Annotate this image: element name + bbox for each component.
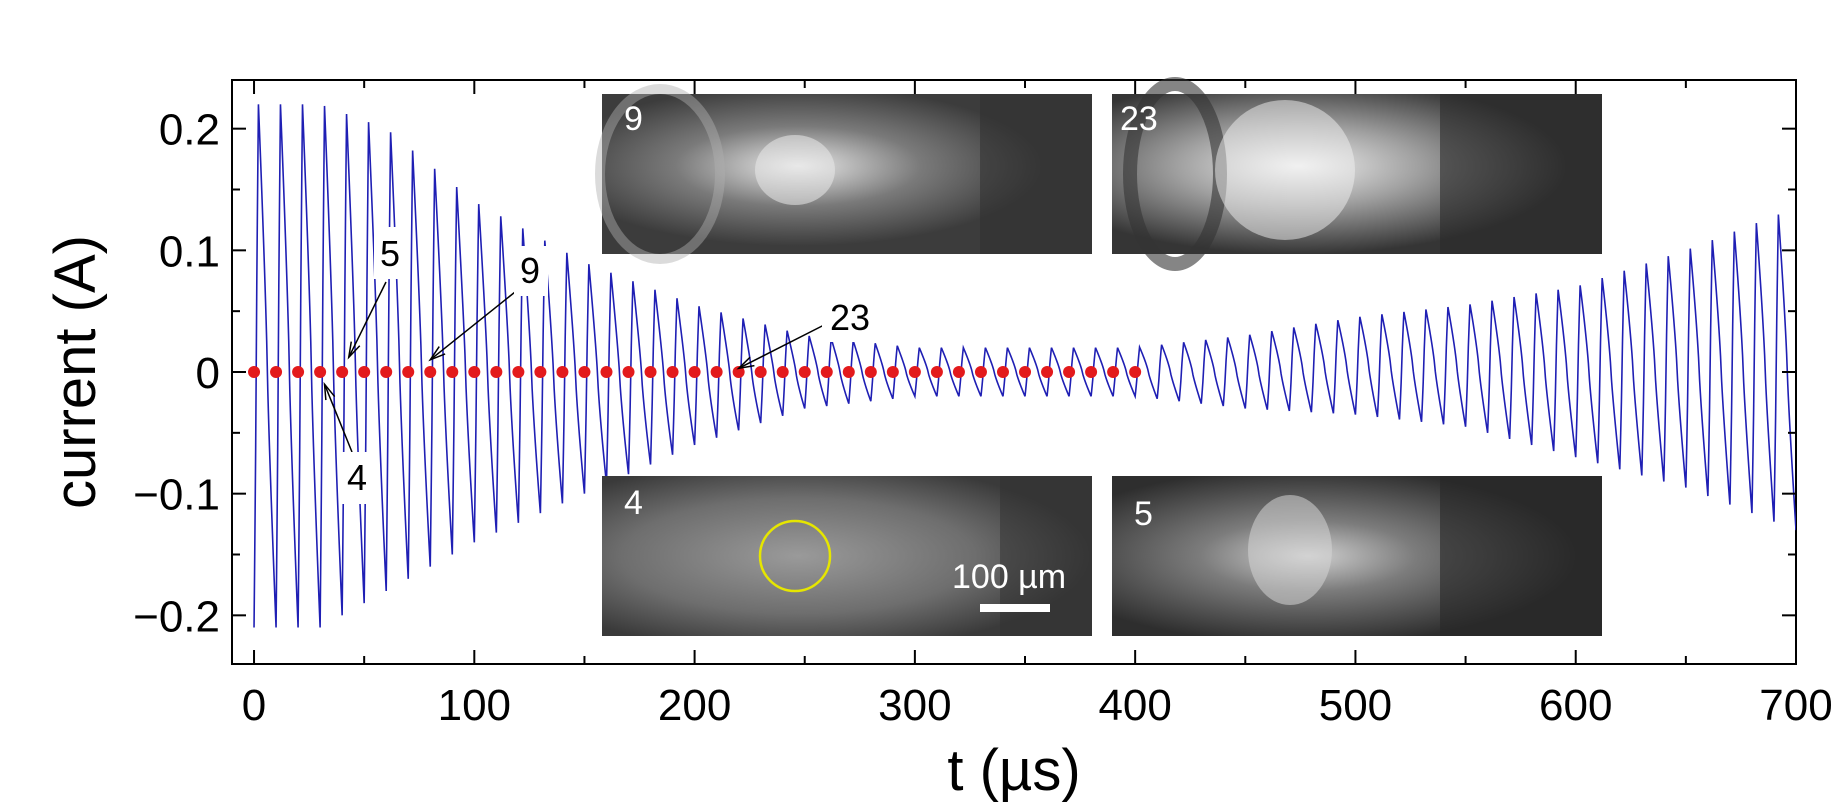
x-tick-label-400: 400 xyxy=(1098,681,1171,730)
highlight-circle xyxy=(758,519,832,593)
frame-marker-5 xyxy=(358,366,371,378)
frame-marker-4 xyxy=(336,366,349,378)
annotation-label-23: 23 xyxy=(830,297,870,338)
frame-marker-7 xyxy=(402,366,415,378)
inset-frame-5: 5 xyxy=(1112,476,1602,636)
annotation-arrowhead-9 xyxy=(428,346,446,362)
x-tick-label-200: 200 xyxy=(658,681,731,730)
annotation-arrows xyxy=(323,281,831,453)
annotation-4: 4 xyxy=(340,452,374,504)
y-tick-labels: −0.2 −0.1 0 0.1 0.2 xyxy=(133,106,220,642)
frame-marker-39 xyxy=(1107,366,1120,378)
frame-marker-32 xyxy=(952,366,965,378)
x-tick-label-600: 600 xyxy=(1539,681,1612,730)
frame-marker-2 xyxy=(292,366,305,378)
x-axis-label: t (µs) xyxy=(947,738,1080,803)
frame-marker-28 xyxy=(864,366,877,378)
frame-marker-29 xyxy=(886,366,899,378)
x-tick-label-0: 0 xyxy=(242,681,266,730)
annotation-label-9: 9 xyxy=(520,250,540,291)
x-tick-label-500: 500 xyxy=(1319,681,1392,730)
y-tick-label-0.1: 0.1 xyxy=(159,227,220,276)
frame-marker-34 xyxy=(996,366,1009,378)
frame-marker-14 xyxy=(556,366,569,378)
frame-marker-30 xyxy=(908,366,921,378)
frame-marker-40 xyxy=(1129,366,1142,378)
frame-marker-26 xyxy=(820,366,833,378)
y-tick-label-neg0.2: −0.2 xyxy=(133,592,220,641)
inset-label-5: 5 xyxy=(1134,495,1153,533)
frame-marker-31 xyxy=(930,366,943,378)
scale-bar xyxy=(980,604,1050,612)
scale-bar-label: 100 µm xyxy=(952,558,1066,596)
frame-marker-16 xyxy=(600,366,613,378)
annotation-arrowhead-23 xyxy=(736,356,755,370)
frame-marker-23 xyxy=(754,366,767,378)
y-tick-label-neg0.1: −0.1 xyxy=(133,471,220,520)
frame-marker-11 xyxy=(490,366,503,378)
y-tick-label-0.2: 0.2 xyxy=(159,106,220,155)
frame-marker-0 xyxy=(248,366,261,378)
series-current-line xyxy=(253,104,1796,628)
y-tick-label-0: 0 xyxy=(196,349,220,398)
x-tick-label-100: 100 xyxy=(438,681,511,730)
frame-marker-10 xyxy=(468,366,481,378)
frame-marker-35 xyxy=(1019,366,1032,378)
frame-marker-25 xyxy=(798,366,811,378)
x-tick-label-700: 700 xyxy=(1759,681,1832,730)
frame-marker-36 xyxy=(1041,366,1054,378)
frame-markers xyxy=(248,366,1142,378)
frame-marker-18 xyxy=(644,366,657,378)
frame-marker-33 xyxy=(974,366,987,378)
x-tick-labels: 0 100 200 300 400 500 600 700 xyxy=(242,681,1833,730)
inset-label-4: 4 xyxy=(624,484,643,522)
frame-marker-21 xyxy=(710,366,723,378)
frame-marker-3 xyxy=(314,366,327,378)
annotation-arrow-23 xyxy=(738,321,831,370)
frame-marker-1 xyxy=(270,366,283,378)
annotation-5: 5 xyxy=(374,227,408,279)
frame-marker-19 xyxy=(666,366,679,378)
annotation-arrow-5 xyxy=(348,281,387,358)
inset-label-9: 9 xyxy=(624,100,643,138)
annotation-23: 23 xyxy=(822,296,878,342)
frame-marker-38 xyxy=(1085,366,1098,378)
annotation-arrowhead-5 xyxy=(347,341,361,360)
annotation-arrow-4 xyxy=(323,383,353,453)
frame-marker-20 xyxy=(688,366,701,378)
frame-marker-12 xyxy=(512,366,525,378)
annotation-label-5: 5 xyxy=(380,233,400,274)
frame-marker-22 xyxy=(732,366,745,378)
axis-ticks xyxy=(232,80,1797,664)
annotation-arrowhead-4 xyxy=(323,381,336,401)
frame-marker-13 xyxy=(534,366,547,378)
inset-frame-4: 4 100 µm xyxy=(602,476,1092,636)
frame-marker-27 xyxy=(842,366,855,378)
annotation-9: 9 xyxy=(514,246,548,296)
inset-label-23: 23 xyxy=(1120,100,1158,138)
inset-frame-9: 9 xyxy=(595,84,1092,264)
frame-marker-17 xyxy=(622,366,635,378)
frame-marker-15 xyxy=(578,366,591,378)
annotation-arrow-9 xyxy=(429,287,521,361)
series-current xyxy=(253,104,1796,628)
frame-marker-8 xyxy=(424,366,437,378)
frame-marker-37 xyxy=(1063,366,1076,378)
annotation-label-4: 4 xyxy=(347,457,367,498)
inset-frame-23: 23 xyxy=(1112,77,1602,271)
frame-marker-9 xyxy=(446,366,459,378)
frame-marker-6 xyxy=(380,366,393,378)
x-tick-label-300: 300 xyxy=(878,681,951,730)
frame-marker-24 xyxy=(776,366,789,378)
y-axis-label: current (A) xyxy=(43,235,108,509)
